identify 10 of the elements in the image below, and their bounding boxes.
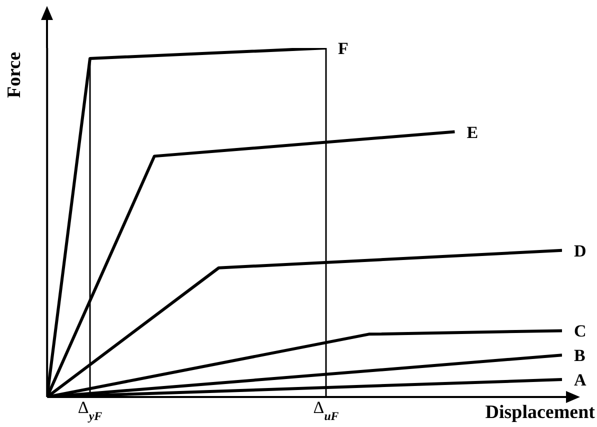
- series-label: C: [574, 322, 586, 341]
- series-label: A: [574, 370, 587, 390]
- series-label: F: [338, 39, 348, 58]
- series-label: D: [574, 241, 586, 260]
- series-label: B: [574, 346, 586, 366]
- series-label: E: [466, 122, 478, 142]
- x-tick-label: Δ$_{yF}$: [78, 398, 102, 423]
- y-axis-title: Force: [4, 52, 25, 98]
- x-axis-title: Displacement: [485, 402, 596, 423]
- x-tick-label: Δ$_{uF}$: [313, 398, 339, 423]
